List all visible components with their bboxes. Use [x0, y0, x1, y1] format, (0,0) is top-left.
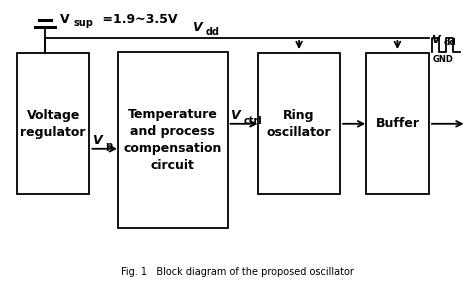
Text: ctrl: ctrl	[244, 116, 263, 126]
Text: p: p	[105, 141, 112, 151]
Text: V: V	[431, 35, 440, 45]
Text: Buffer: Buffer	[375, 117, 419, 130]
Text: dd: dd	[206, 27, 219, 36]
Bar	[258, 53, 340, 194]
Text: dd: dd	[444, 38, 456, 47]
Bar	[17, 53, 90, 194]
Text: Temperature
and process
compensation
circuit: Temperature and process compensation cir…	[123, 108, 222, 172]
Text: V: V	[192, 21, 202, 34]
Text: GND: GND	[432, 55, 453, 64]
Text: V: V	[60, 13, 70, 26]
Bar	[118, 52, 228, 228]
Text: V: V	[230, 109, 239, 122]
Bar	[366, 53, 429, 194]
Text: =1.9~3.5V: =1.9~3.5V	[98, 13, 178, 26]
Text: V: V	[92, 134, 101, 147]
Text: Voltage
regulator: Voltage regulator	[20, 109, 86, 139]
Text: sup: sup	[74, 18, 94, 28]
Text: Ring
oscillator: Ring oscillator	[267, 109, 331, 139]
Text: Fig. 1   Block diagram of the proposed oscillator: Fig. 1 Block diagram of the proposed osc…	[120, 267, 354, 277]
